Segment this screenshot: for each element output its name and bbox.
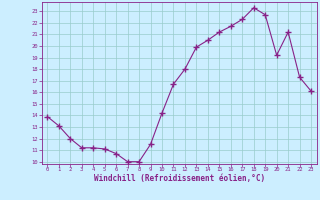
X-axis label: Windchill (Refroidissement éolien,°C): Windchill (Refroidissement éolien,°C) [94, 174, 265, 183]
